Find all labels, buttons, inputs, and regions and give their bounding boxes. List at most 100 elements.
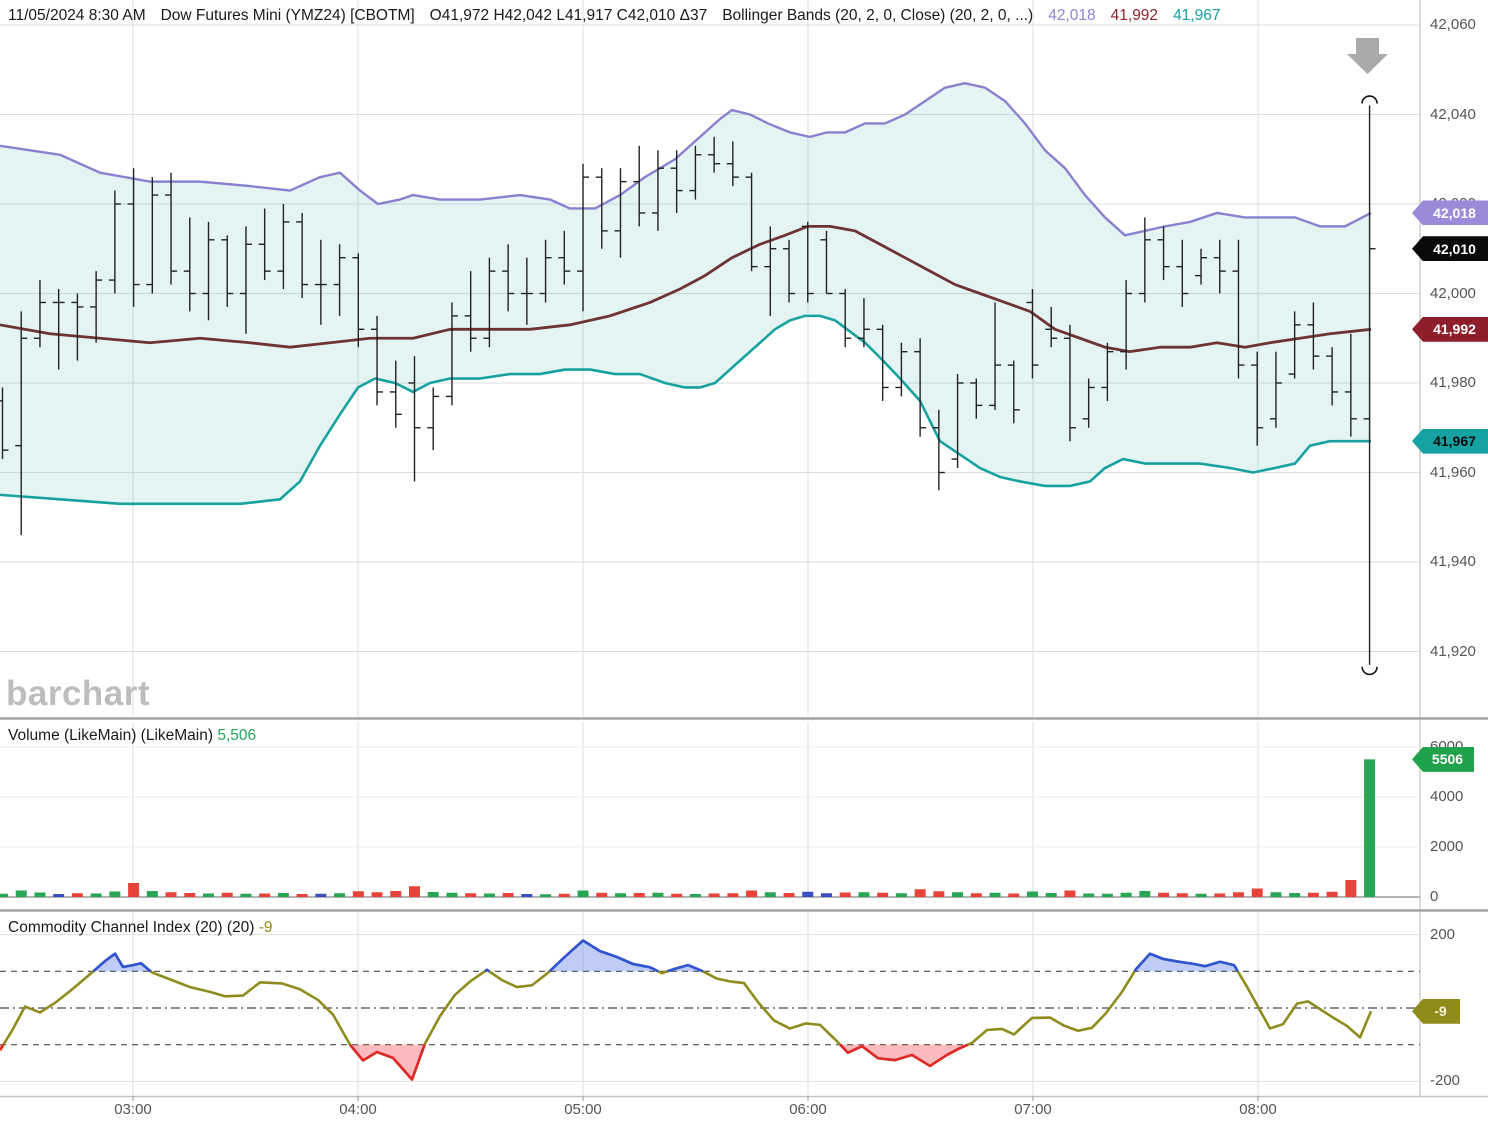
volume-bar (952, 892, 964, 897)
volume-bar (15, 890, 27, 897)
cci-oversold-line (839, 1043, 969, 1068)
volume-bar (877, 892, 889, 897)
volume-bar (1251, 888, 1263, 897)
cci-overbought-line (1133, 952, 1239, 973)
price-axis-label: 42,040 (1430, 105, 1476, 123)
volume-bar (502, 893, 514, 897)
volume-bar (540, 894, 552, 897)
cci-label-text: Commodity Channel Index (20) (20) (8, 919, 259, 936)
cci-axis-label: 200 (1430, 925, 1456, 943)
volume-bar (90, 893, 102, 897)
price-axis-label: 41,980 (1430, 374, 1476, 391)
price-axis-label: 41,960 (1430, 463, 1476, 481)
volume-axis-label: 0 (1430, 888, 1439, 905)
volume-bar (1176, 893, 1188, 897)
time-axis-label: 07:00 (1014, 1101, 1052, 1118)
volume-bar (1270, 892, 1282, 897)
ohlc-bars (0, 105, 1376, 665)
bollinger-lower-line (0, 314, 1371, 506)
cci-overbought-fill (93, 953, 151, 972)
cci-overbought-fill (667, 965, 703, 972)
volume-bar (221, 892, 233, 897)
volume-bar (259, 893, 271, 897)
volume-bar (202, 893, 214, 897)
time-axis-label: 03:00 (114, 1101, 152, 1118)
chart-header: 11/05/2024 8:30 AM Dow Futures Mini (YMZ2… (8, 7, 1235, 25)
time-axis-label: 08:00 (1239, 1101, 1277, 1118)
volume-bar (1083, 893, 1095, 897)
header-indicator-value: 41,992 (1110, 7, 1159, 24)
volume-bar (1326, 891, 1338, 897)
cci-overbought-line (666, 963, 704, 973)
bollinger-band-fill (0, 83, 1371, 504)
volume-bar (727, 893, 739, 897)
volume-bar (671, 893, 683, 897)
volume-bar (577, 890, 589, 897)
volume-label-value: 5,506 (217, 727, 257, 744)
volume-bar (240, 893, 252, 897)
cci-overbought-line (548, 939, 659, 973)
volume-badge: 5506 (1412, 746, 1474, 772)
time-axis-label: 04:00 (339, 1101, 377, 1118)
cci-label-value: -9 (258, 919, 273, 936)
volume-bar (558, 893, 570, 897)
volume-bar (652, 892, 664, 897)
volume-bar (1158, 892, 1170, 897)
last-bar-bottom-marker (1361, 666, 1378, 676)
volume-bar (614, 893, 626, 897)
volume-bar (989, 892, 1001, 897)
last-bar-top-marker (1361, 95, 1378, 104)
volume-bar (334, 893, 346, 897)
volume-bar (1307, 892, 1319, 897)
header-text-segment: 11/05/2024 8:30 AM (8, 7, 146, 24)
time-axis-label: 06:00 (789, 1101, 827, 1118)
volume-bar (184, 893, 196, 897)
volume-axis-label: 2000 (1430, 838, 1464, 855)
volume-bar (1289, 893, 1301, 897)
volume-bar (277, 893, 289, 897)
volume-bar (1120, 892, 1132, 897)
volume-label-text: Volume (LikeMain) (LikeMain) (8, 727, 218, 744)
header-indicator-value: 42,018 (1048, 7, 1096, 24)
volume-bar (970, 893, 982, 897)
cci-overbought-line (484, 968, 490, 973)
header-indicator-value: 41,967 (1173, 7, 1221, 24)
volume-bar (1232, 892, 1244, 897)
volume-bar (71, 893, 83, 897)
price-axis-label: 41,940 (1430, 553, 1476, 570)
volume-bar (820, 893, 832, 897)
cci-badge: -9 (1412, 998, 1460, 1024)
volume-bar (390, 891, 402, 897)
volume-bar (408, 886, 420, 897)
volume-bar (446, 892, 458, 897)
volume-bar (483, 893, 495, 897)
volume-bar (34, 892, 46, 897)
price-axis-label: 41,920 (1430, 642, 1476, 660)
cci-oversold-line (0, 1043, 5, 1051)
volume-bar (315, 893, 327, 897)
volume-bar (1008, 893, 1020, 897)
volume-bar (296, 894, 308, 897)
time-axis-label: 05:00 (564, 1101, 602, 1118)
volume-bar (802, 891, 814, 897)
header-text-segment: Dow Futures Mini (YMZ24) [CBOTM] (160, 7, 415, 24)
volume-bar (427, 892, 439, 897)
volume-bar (1214, 893, 1226, 897)
volume-bar (128, 883, 140, 897)
volume-bar (1045, 893, 1057, 897)
header-text-segment: Bollinger Bands (20, 2, 0, Close) (20, 2… (722, 7, 1034, 24)
volume-bar (165, 892, 177, 897)
volume-bar (352, 891, 364, 897)
volume-bar (596, 892, 608, 897)
volume-bar (783, 893, 795, 897)
volume-bar (895, 893, 907, 897)
barchart-logo: barchart (6, 674, 151, 713)
header-text-segment: O41,972 H42,042 L41,917 C42,010 Δ37 (429, 7, 708, 24)
volume-bar (465, 893, 477, 897)
scroll-down-arrow-icon[interactable] (1347, 38, 1388, 74)
price-axis-label: 42,000 (1430, 284, 1476, 302)
volume-bar (109, 891, 121, 897)
cci-axis-label: -200 (1430, 1072, 1461, 1090)
volume-panel-label: Volume (LikeMain) (LikeMain) 5,506 (8, 727, 256, 745)
